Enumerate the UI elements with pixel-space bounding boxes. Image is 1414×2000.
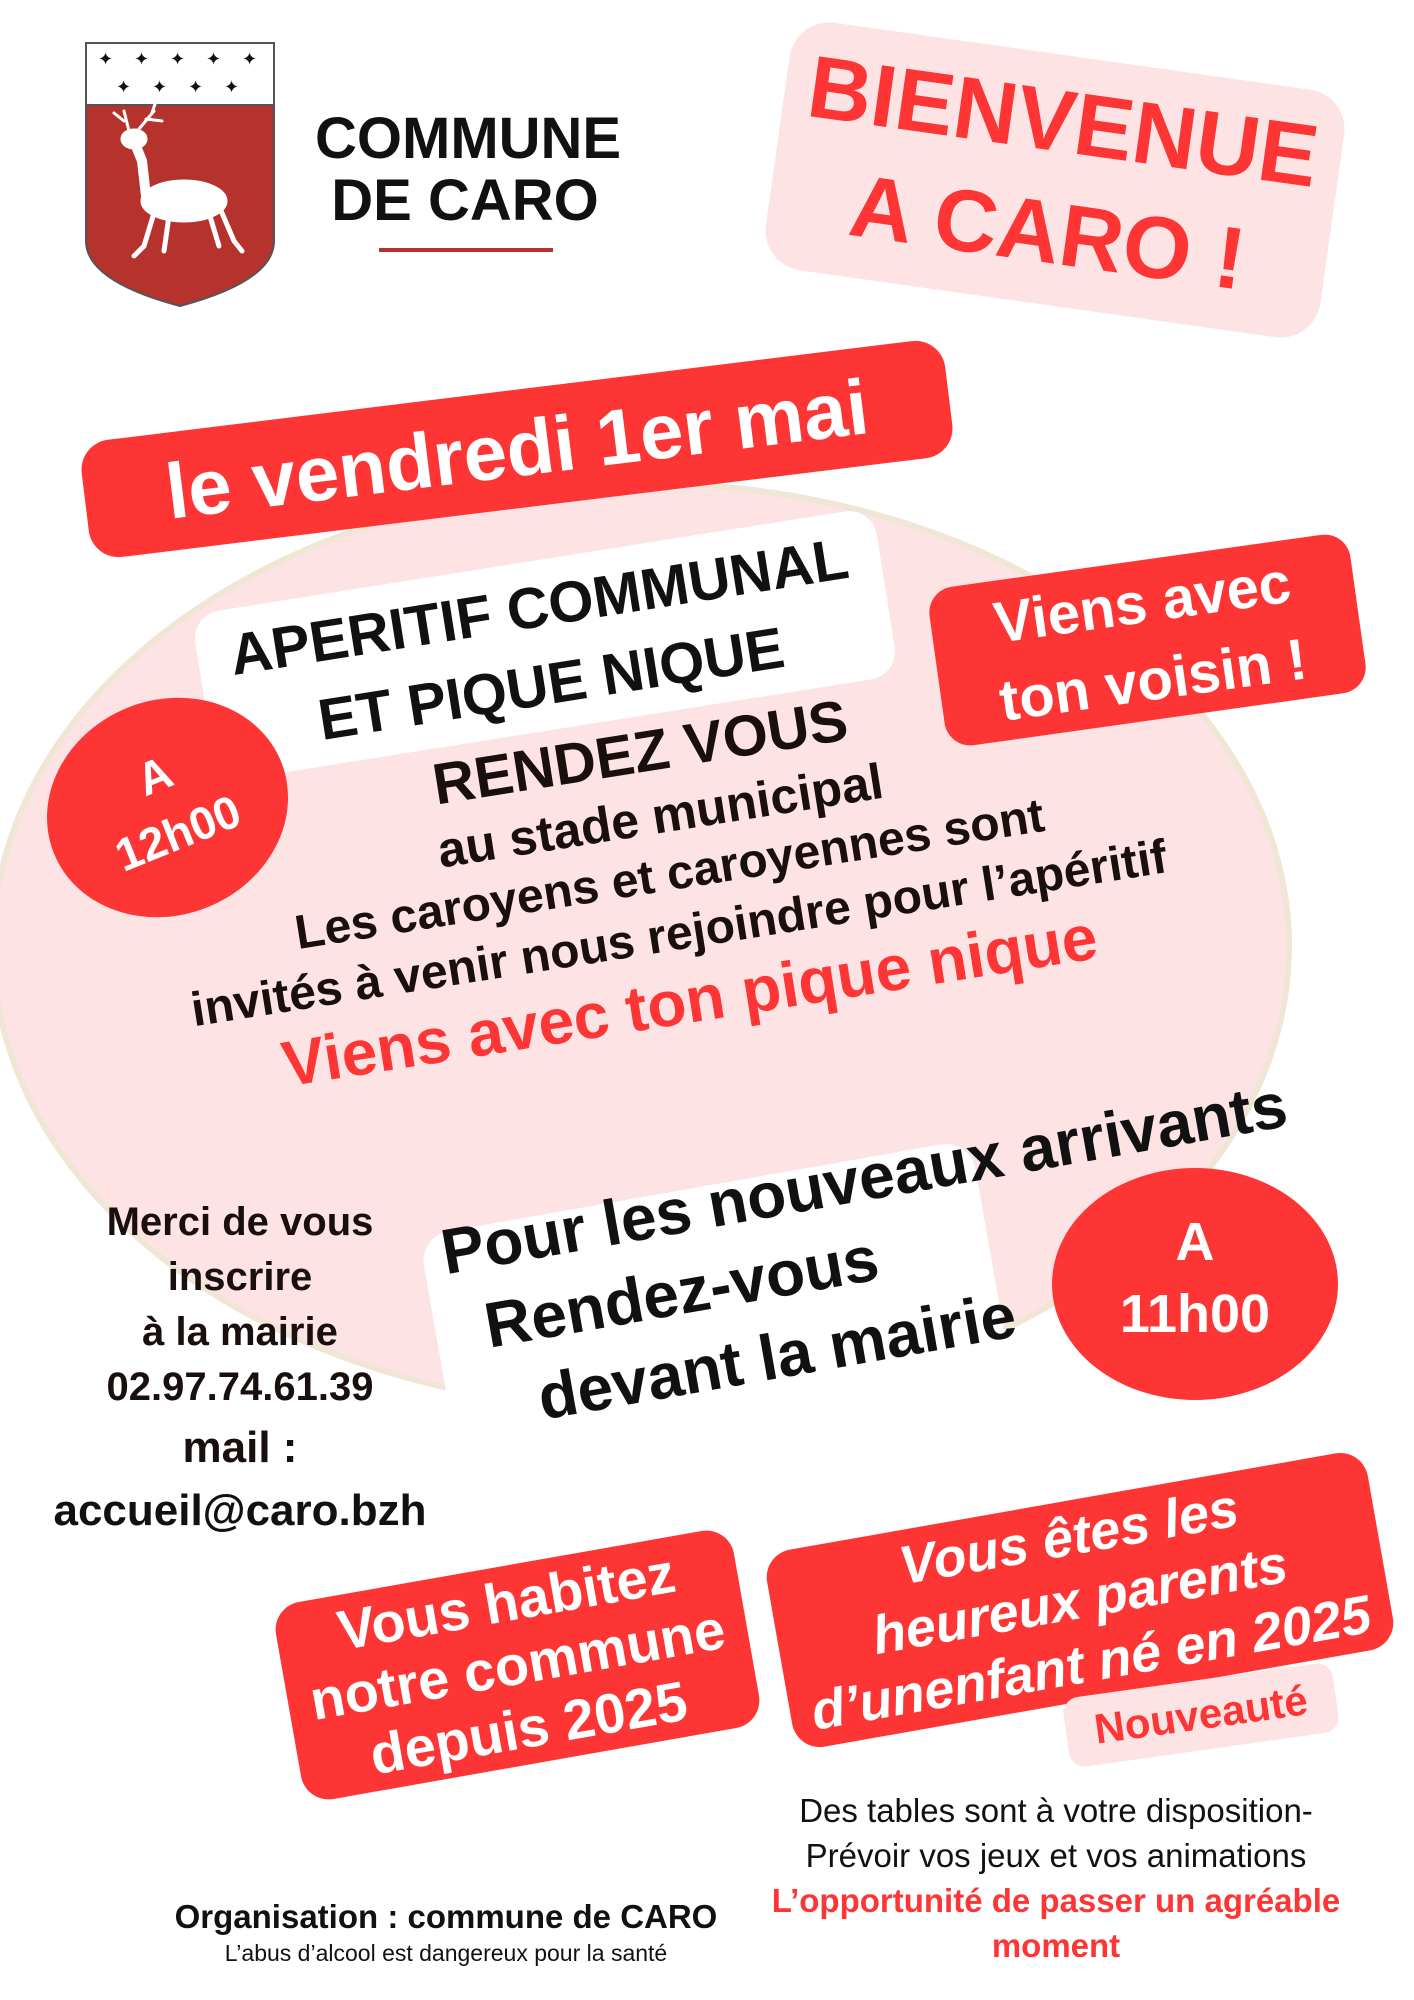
svg-text:✦: ✦ xyxy=(242,49,257,70)
commune-line2: DE CARO xyxy=(331,168,599,233)
coat-of-arms-logo: ✦ ✦ ✦ ✦ ✦ ✦ ✦ ✦ ✦ xyxy=(85,42,275,308)
commune-name: COMMUNE DE CARO xyxy=(315,106,622,233)
residents-badge: Vous habitez notre commune depuis 2025 xyxy=(271,1526,764,1804)
email-link[interactable]: accueil@caro.bzh xyxy=(53,1486,427,1535)
register-phone: 02.97.74.61.39 xyxy=(106,1365,374,1409)
logo-underline xyxy=(379,248,553,252)
info-line4: moment xyxy=(991,1927,1121,1964)
register-line2: inscrire xyxy=(167,1255,313,1299)
alcohol-warning: L’abus d’alcool est dangereux pour la sa… xyxy=(224,1940,668,1966)
register-mail-label: mail : xyxy=(182,1423,298,1472)
organisation-text: Organisation : commune de CARO xyxy=(174,1898,718,1935)
register-line3: à la mairie xyxy=(142,1310,338,1354)
time-eleven-a: A xyxy=(1175,1212,1215,1272)
svg-text:✦: ✦ xyxy=(170,49,185,70)
time-eleven-badge: A 11h00 xyxy=(1052,1168,1338,1400)
time-eleven-hour: 11h00 xyxy=(1119,1284,1271,1344)
svg-text:✦: ✦ xyxy=(98,49,113,70)
info-line2: Prévoir vos jeux et vos animations xyxy=(805,1837,1307,1874)
info-line3: L’opportunité de passer un agréable xyxy=(771,1882,1341,1919)
info-line1: Des tables sont à votre disposition- xyxy=(799,1792,1313,1829)
welcome-banner: BIENVENUE A CARO ! xyxy=(760,17,1350,343)
footer: Organisation : commune de CARO L’abus d’… xyxy=(146,1896,746,1968)
svg-text:✦: ✦ xyxy=(188,77,203,98)
commune-line1: COMMUNE xyxy=(315,106,622,171)
svg-text:✦: ✦ xyxy=(152,77,167,98)
practical-info: Des tables sont à votre disposition- Pré… xyxy=(736,1788,1376,1968)
svg-text:✦: ✦ xyxy=(206,49,221,70)
svg-text:✦: ✦ xyxy=(224,77,239,98)
svg-text:✦: ✦ xyxy=(134,49,149,70)
svg-text:✦: ✦ xyxy=(116,77,131,98)
registration-info: Merci de vous inscrire à la mairie 02.97… xyxy=(20,1195,460,1541)
register-line1: Merci de vous xyxy=(106,1200,374,1244)
